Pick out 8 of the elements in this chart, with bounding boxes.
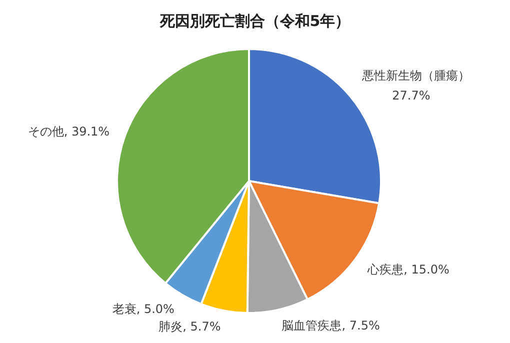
slice-label: 心疾患, 15.0% xyxy=(366,262,450,276)
chart-title: 死因別死亡割合（令和5年） xyxy=(158,11,352,32)
slice-label: 老衰, 5.0% xyxy=(112,302,174,316)
slice-label: 肺炎, 5.7% xyxy=(158,319,221,334)
data-label: 27.7% xyxy=(392,88,430,103)
slice-label: 悪性新生物（腫瘍） xyxy=(361,68,470,83)
slice-label: その他, 39.1% xyxy=(28,124,110,138)
slice-label: 脳血管疾患, 7.5% xyxy=(282,318,380,332)
